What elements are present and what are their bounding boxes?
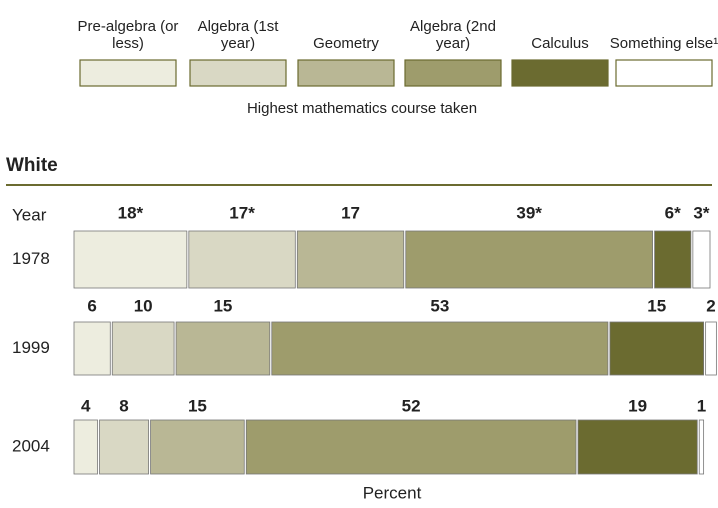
y-tick-label: 1978 [12, 249, 50, 268]
bar-segment [296, 230, 405, 289]
value-label: 1 [697, 396, 706, 415]
bar-segment [175, 321, 271, 376]
value-label: 15 [188, 396, 207, 415]
legend-label: Pre-algebra (or less) [77, 18, 179, 52]
bar-segment [245, 419, 577, 475]
bar-segment [577, 419, 698, 475]
value-label: 2 [706, 296, 715, 315]
value-label: 18* [118, 203, 144, 222]
bar-segment [705, 321, 717, 376]
bar-segment [73, 419, 98, 475]
value-label: 4 [81, 396, 91, 415]
legend-label: Algebra (1st year) [197, 18, 279, 52]
legend-swatch [404, 59, 502, 87]
legend-label: Algebra (2nd year) [410, 18, 496, 52]
value-label: 15 [647, 296, 666, 315]
value-label: 3* [693, 203, 709, 222]
bar-segment [698, 419, 705, 475]
value-label: 8 [119, 396, 128, 415]
value-label: 19 [628, 396, 647, 415]
legend-swatch [189, 59, 287, 87]
value-label: 17 [341, 203, 360, 222]
value-label: 15 [213, 296, 232, 315]
legend-label: Something else¹ [609, 35, 718, 52]
value-label: 53 [430, 296, 449, 315]
value-label: 17* [229, 203, 255, 222]
legend-label: Calculus [531, 35, 589, 52]
bar-segment [654, 230, 692, 289]
bar-segment [111, 321, 175, 376]
axis-title: Year [12, 205, 47, 224]
legend-swatch [511, 59, 609, 87]
bar-segment [73, 321, 111, 376]
value-label: 6 [87, 296, 96, 315]
legend-title: Highest mathematics course taken [247, 100, 477, 117]
x-axis-title: Percent [363, 483, 422, 502]
bar-segment [405, 230, 653, 289]
bar-segment [692, 230, 711, 289]
bar-segment [188, 230, 296, 289]
value-label: 10 [134, 296, 153, 315]
bar-segment [271, 321, 609, 376]
y-tick-label: 1999 [12, 338, 50, 357]
bar-segment [73, 230, 188, 289]
legend-swatch [79, 59, 177, 87]
value-label: 39* [516, 203, 542, 222]
bar-segment [609, 321, 705, 376]
value-label: 52 [402, 396, 421, 415]
y-tick-label: 2004 [12, 436, 50, 455]
value-label: 6* [665, 203, 681, 222]
panel-title: White [6, 155, 58, 176]
bar-segment [99, 419, 149, 475]
legend-swatch [297, 59, 395, 87]
legend-swatch [615, 59, 713, 87]
legend-label: Geometry [313, 35, 379, 52]
bar-segment [150, 419, 245, 475]
